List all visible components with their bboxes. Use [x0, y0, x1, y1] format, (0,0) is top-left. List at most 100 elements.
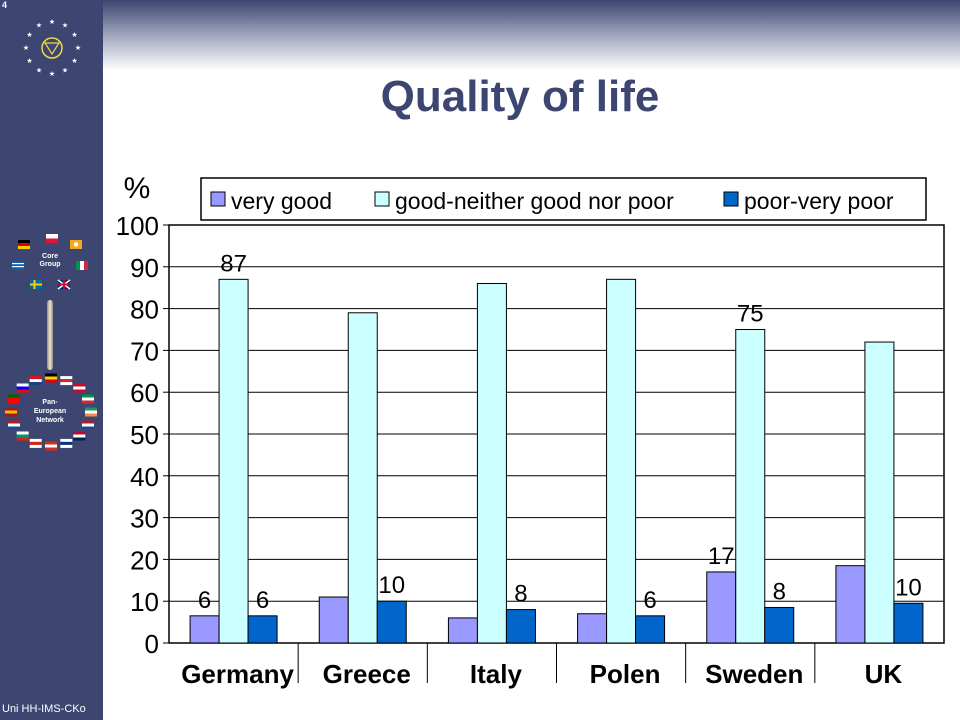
data-label: 6: [643, 587, 656, 614]
bar: [505, 609, 536, 644]
flag-stripe: [8, 423, 20, 427]
flag-stripe: [82, 394, 94, 398]
legend-label: poor-very poor: [744, 188, 894, 214]
flag-stripe: [45, 373, 57, 377]
flag-stripe: [5, 413, 17, 417]
bar: [218, 278, 249, 644]
flag-stripe: [73, 389, 86, 393]
bar: [735, 329, 766, 644]
flag-stripe: [29, 438, 42, 442]
eu-star-icon: ★: [36, 67, 42, 75]
flag-stripe: [16, 389, 29, 393]
eu-star-icon: ★: [71, 31, 77, 39]
legend-swatch: [210, 191, 226, 207]
slide-title: Quality of life: [380, 72, 660, 121]
bar: [247, 615, 278, 644]
eu-star-icon: ★: [26, 31, 32, 39]
flag-stripe: [82, 423, 94, 427]
legend-swatch: [374, 191, 390, 207]
flag-stripe: [29, 376, 42, 380]
country-flag-icon: [85, 407, 97, 417]
country-flag-icon: [29, 438, 42, 448]
sidebar: ★ ★ ★ ★ ★ ★ ★ ★ ★ ★ ★ ★ Core Group Pan- European Ne…: [0, 0, 103, 720]
flag-stripe: [45, 444, 57, 448]
flag-stripe: [60, 382, 73, 386]
bar: [447, 617, 478, 644]
country-flag-icon: [29, 376, 42, 386]
flag-stripe: [8, 420, 20, 424]
legend-label: good-neither good nor poor: [395, 188, 674, 214]
country-flag-icon: [60, 376, 73, 386]
eu-star-icon: ★: [26, 57, 32, 65]
flag-stripe: [8, 426, 20, 430]
data-label: 10: [378, 572, 405, 599]
flag-stripe: [82, 426, 94, 430]
bar: [606, 278, 637, 644]
x-tick-label: UK: [865, 659, 903, 689]
flag-stripe: [8, 397, 20, 401]
flag-stripe: [85, 410, 97, 414]
eu-star-icon: ★: [36, 21, 42, 29]
core-group-flags-icon: [12, 234, 88, 290]
header-gradient: [103, 0, 960, 70]
footer-text: Uni HH-IMS-CKo: [2, 703, 86, 715]
data-label: 8: [514, 581, 527, 608]
flag-stripe: [16, 437, 29, 441]
country-flag-icon: [5, 407, 17, 417]
flag-stripe: [29, 444, 42, 448]
x-tick-label: Italy: [470, 659, 523, 689]
y-tick-label: 100: [116, 211, 159, 241]
y-tick-label: 60: [130, 378, 159, 408]
flag-stripe: [8, 394, 20, 398]
bar: [318, 596, 349, 644]
eu-star-icon: ★: [49, 18, 55, 26]
eu-star-icon: ★: [75, 44, 81, 52]
country-flag-icon: [45, 441, 57, 451]
data-label: 6: [256, 587, 269, 614]
pan-label-line1: Pan-: [42, 399, 58, 406]
bar: [764, 606, 795, 644]
x-tick-label: Polen: [590, 659, 661, 689]
eu-star-icon: ★: [62, 67, 68, 75]
y-tick-label: 20: [130, 545, 159, 575]
bar: [376, 600, 407, 644]
country-flag-icon: [8, 394, 20, 404]
core-label-line2: Group: [39, 261, 61, 268]
bar: [476, 283, 507, 644]
flag-stripe: [5, 410, 17, 414]
data-label: 17: [708, 543, 735, 570]
eu-star-icon: ★: [49, 70, 55, 78]
country-flag-icon: [73, 431, 86, 441]
country-flag-icon: [73, 383, 86, 393]
flag-stripe: [73, 383, 86, 387]
flag-stripe: [45, 379, 57, 383]
connector-bar: [47, 300, 53, 370]
flag-stripe: [29, 382, 42, 386]
country-flag-icon: [16, 431, 29, 441]
y-tick-label: 30: [130, 504, 159, 534]
flag-stripe: [73, 437, 86, 441]
y-tick-label: 40: [130, 462, 159, 492]
pan-european-flags-icon: [5, 373, 97, 451]
bar: [347, 312, 378, 644]
pan-european-label: Pan- European Network: [28, 398, 72, 425]
legend-label: very good: [231, 188, 332, 214]
x-tick-label: Greece: [323, 659, 411, 689]
core-label-line1: Core: [42, 253, 58, 260]
country-flag-icon: [16, 383, 29, 393]
slide-number: 4: [2, 0, 8, 10]
y-tick-label: 90: [130, 253, 159, 283]
flag-stripe: [73, 431, 86, 435]
country-flag-icon: [60, 438, 73, 448]
bar: [189, 615, 220, 644]
legend-box: [200, 177, 927, 221]
flag-stripe: [73, 386, 86, 390]
flag-stripe: [85, 413, 97, 417]
flag-stripe: [8, 400, 20, 404]
flag-stripe: [29, 441, 42, 445]
y-tick-label: 80: [130, 295, 159, 325]
eu-star-icon: ★: [71, 57, 77, 65]
flag-stripe: [82, 397, 94, 401]
y-axis-label: %: [124, 172, 151, 205]
flag-stripe: [82, 400, 94, 404]
